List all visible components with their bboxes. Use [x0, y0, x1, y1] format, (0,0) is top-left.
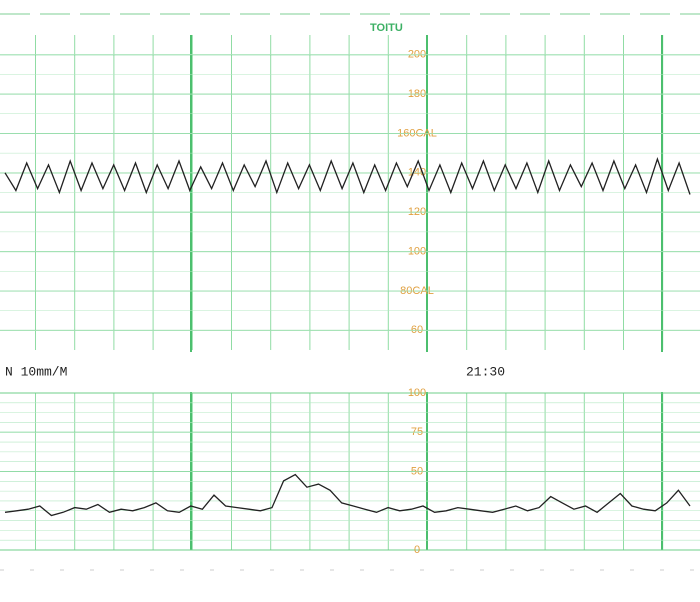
- y-tick-label: 100: [408, 387, 426, 399]
- trace: [4, 156, 691, 195]
- paper-speed: N 10mm/M: [5, 364, 67, 379]
- logo: TOITU: [370, 22, 403, 34]
- trace: [4, 473, 691, 517]
- annotation-band: [0, 352, 700, 392]
- y-tick-label: 0: [414, 544, 420, 556]
- time-stamp: 21:30: [466, 364, 505, 379]
